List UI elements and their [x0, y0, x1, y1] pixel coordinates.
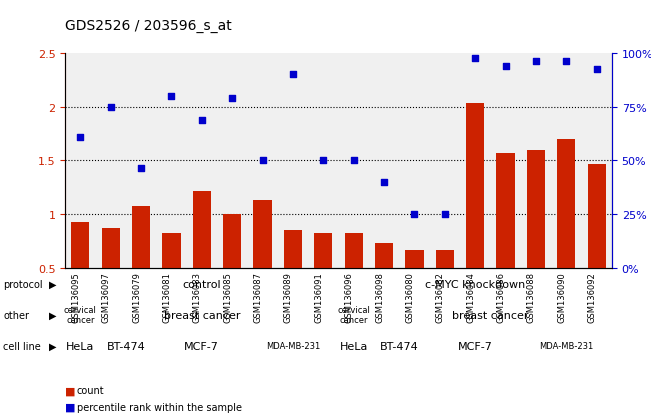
Text: MDA-MB-231: MDA-MB-231	[266, 342, 320, 350]
Text: c-MYC knockdown: c-MYC knockdown	[425, 279, 525, 289]
Text: percentile rank within the sample: percentile rank within the sample	[77, 402, 242, 412]
Point	[470, 56, 480, 62]
Text: ▶: ▶	[49, 341, 57, 351]
Text: ▶: ▶	[49, 279, 57, 289]
Text: protocol: protocol	[3, 279, 43, 289]
Point	[439, 211, 450, 218]
Bar	[527, 150, 545, 322]
Text: cervical
cancer: cervical cancer	[337, 305, 370, 325]
Text: GDS2526 / 203596_s_at: GDS2526 / 203596_s_at	[65, 19, 232, 33]
Text: cell line: cell line	[3, 341, 41, 351]
Point	[197, 117, 207, 123]
Text: other: other	[3, 310, 29, 320]
Text: HeLa: HeLa	[66, 341, 94, 351]
Point	[136, 165, 146, 172]
Bar	[588, 164, 606, 322]
Text: count: count	[77, 385, 104, 395]
Point	[379, 179, 389, 186]
Bar	[375, 244, 393, 322]
Bar	[466, 104, 484, 322]
Text: ▶: ▶	[49, 310, 57, 320]
Point	[348, 158, 359, 164]
Text: HeLa: HeLa	[340, 341, 368, 351]
Bar	[497, 154, 515, 322]
Bar	[314, 233, 333, 322]
Bar	[284, 231, 302, 322]
Bar	[193, 191, 211, 322]
Bar	[406, 250, 424, 322]
Point	[318, 158, 329, 164]
Point	[166, 93, 176, 100]
Point	[288, 72, 298, 78]
Point	[561, 59, 572, 66]
Point	[105, 104, 116, 111]
Text: breast cancer: breast cancer	[452, 310, 529, 320]
Text: MCF-7: MCF-7	[184, 341, 219, 351]
Point	[592, 66, 602, 73]
Point	[501, 63, 511, 70]
Bar	[344, 233, 363, 322]
Text: ■: ■	[65, 402, 76, 412]
Bar	[557, 140, 575, 322]
Text: breast cancer: breast cancer	[163, 310, 240, 320]
Bar	[436, 250, 454, 322]
Text: cervical
cancer: cervical cancer	[64, 305, 97, 325]
Bar	[132, 206, 150, 322]
Point	[257, 158, 268, 164]
Bar	[162, 233, 180, 322]
Text: MDA-MB-231: MDA-MB-231	[539, 342, 594, 350]
Point	[227, 95, 238, 102]
Text: MCF-7: MCF-7	[458, 341, 493, 351]
Bar	[102, 229, 120, 322]
Point	[75, 134, 85, 141]
Point	[531, 59, 541, 66]
Bar	[223, 215, 242, 322]
Bar	[253, 201, 271, 322]
Point	[409, 211, 420, 218]
Text: BT-474: BT-474	[107, 341, 145, 351]
Bar	[71, 222, 89, 322]
Text: BT-474: BT-474	[380, 341, 419, 351]
Text: control: control	[182, 279, 221, 289]
Text: ■: ■	[65, 385, 76, 395]
